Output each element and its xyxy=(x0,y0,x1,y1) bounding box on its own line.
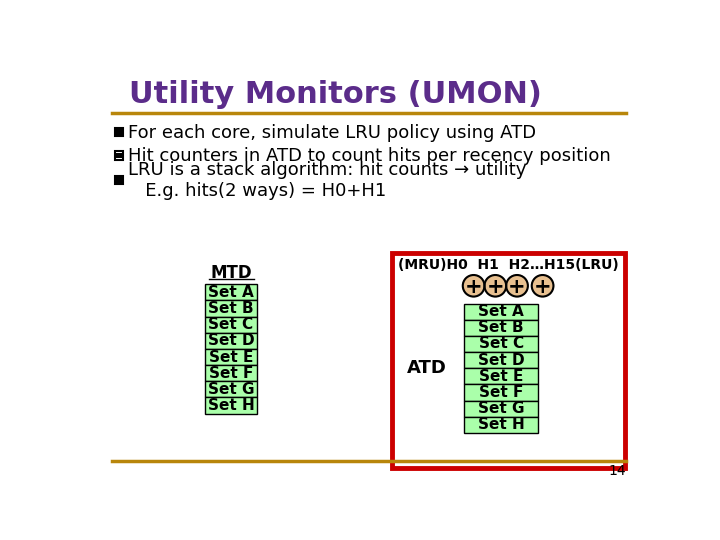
Text: Hit counters in ATD to count hits per recency position: Hit counters in ATD to count hits per re… xyxy=(128,147,611,165)
Bar xyxy=(464,320,538,336)
Text: +: + xyxy=(508,276,526,296)
Text: Set H: Set H xyxy=(207,398,254,413)
Bar xyxy=(464,352,538,368)
Text: ATD: ATD xyxy=(408,359,447,377)
Bar xyxy=(204,365,258,381)
Text: Set D: Set D xyxy=(208,333,254,348)
Circle shape xyxy=(463,275,485,296)
Bar xyxy=(464,384,538,401)
Bar xyxy=(114,151,123,159)
Text: 14: 14 xyxy=(608,464,626,478)
Bar xyxy=(204,397,258,414)
Text: Set B: Set B xyxy=(208,301,254,316)
Bar xyxy=(117,153,122,158)
Text: +: + xyxy=(465,276,482,296)
Text: Set E: Set E xyxy=(209,349,253,364)
Text: For each core, simulate LRU policy using ATD: For each core, simulate LRU policy using… xyxy=(128,124,536,141)
Bar xyxy=(117,130,122,135)
Text: LRU is a stack algorithm: hit counts → utility
   E.g. hits(2 ways) = H0+H1: LRU is a stack algorithm: hit counts → u… xyxy=(128,161,526,200)
Text: Set F: Set F xyxy=(209,366,253,381)
Bar xyxy=(204,381,258,397)
Text: Set D: Set D xyxy=(478,353,524,368)
Circle shape xyxy=(506,275,528,296)
Text: Set F: Set F xyxy=(479,385,523,400)
Text: Set E: Set E xyxy=(479,369,523,384)
Bar xyxy=(464,303,538,320)
Bar xyxy=(204,300,258,316)
Text: Set C: Set C xyxy=(209,317,253,332)
Text: Set H: Set H xyxy=(478,417,524,433)
Bar xyxy=(114,176,123,184)
Text: Set C: Set C xyxy=(479,336,523,352)
Text: Set G: Set G xyxy=(208,382,254,397)
Bar xyxy=(392,253,625,468)
Text: MTD: MTD xyxy=(210,265,252,282)
Bar xyxy=(117,177,122,183)
Circle shape xyxy=(485,275,506,296)
Bar xyxy=(204,284,258,300)
Text: Utility Monitors (UMON): Utility Monitors (UMON) xyxy=(129,79,541,109)
Bar xyxy=(464,336,538,352)
Text: Set B: Set B xyxy=(478,320,524,335)
Bar xyxy=(464,368,538,384)
Text: Set A: Set A xyxy=(478,304,524,319)
Circle shape xyxy=(532,275,554,296)
Text: Set A: Set A xyxy=(208,285,254,300)
Bar xyxy=(114,128,123,137)
Bar xyxy=(204,316,258,333)
Bar xyxy=(204,349,258,365)
Bar xyxy=(464,417,538,433)
Text: Set G: Set G xyxy=(478,401,524,416)
Bar xyxy=(464,401,538,417)
Text: +: + xyxy=(487,276,504,296)
Bar xyxy=(204,333,258,349)
Text: +: + xyxy=(534,276,552,296)
Text: (MRU)H0  H1  H2…H15(LRU): (MRU)H0 H1 H2…H15(LRU) xyxy=(398,258,619,272)
